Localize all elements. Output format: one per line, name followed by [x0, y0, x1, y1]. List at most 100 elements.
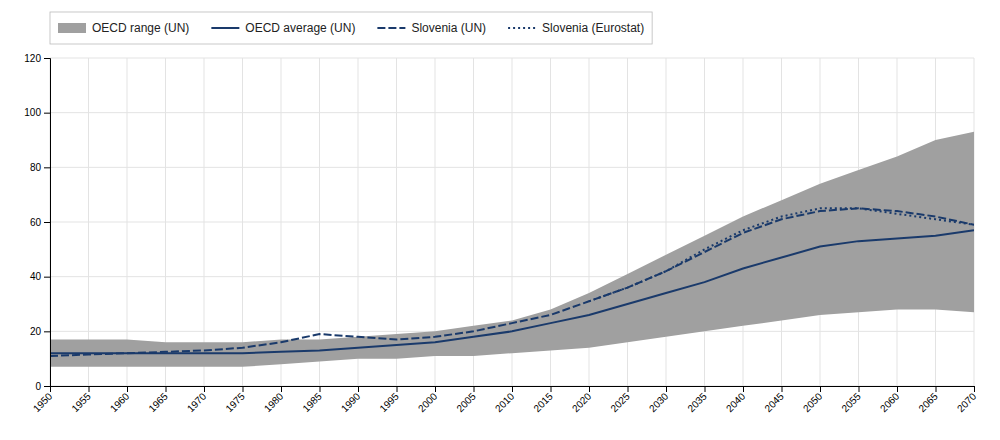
x-tick-mark	[820, 386, 821, 392]
x-tick-label: 2000	[416, 390, 440, 414]
y-tick-mark	[44, 222, 50, 223]
x-tick: 2035	[685, 386, 709, 414]
grid-line-y	[50, 112, 974, 113]
x-tick-label: 2010	[493, 390, 517, 414]
x-tick-label: 1975	[223, 390, 247, 414]
legend-swatch	[58, 23, 86, 33]
x-tick-label: 2030	[647, 390, 671, 414]
x-tick: 1985	[300, 386, 324, 414]
y-tick-label: 100	[24, 107, 41, 118]
y-tick-mark	[44, 277, 50, 278]
x-tick-mark	[358, 386, 359, 392]
series-line	[50, 230, 974, 353]
x-tick-label: 1995	[377, 390, 401, 414]
x-tick-mark	[204, 386, 205, 392]
chart-svg: 1950 1955 1960 1965 1970 1975 1980 1985 1990 1995…	[0, 0, 1000, 440]
x-axis: 1950 1955 1960 1965 1970 1975 1980 1985 1990 1995…	[31, 386, 979, 414]
x-tick: 2025	[608, 386, 632, 414]
x-tick: 2045	[762, 386, 786, 414]
x-tick-mark	[127, 386, 128, 392]
x-tick: 2070	[955, 386, 979, 414]
x-tick: 2030	[647, 386, 671, 414]
y-tick: 0	[35, 381, 50, 392]
series-line	[589, 208, 974, 301]
y-tick: 120	[24, 53, 50, 64]
y-tick-mark	[44, 331, 50, 332]
x-tick-label: 2065	[916, 390, 940, 414]
x-tick-label: 1955	[69, 390, 93, 414]
x-tick: 1950	[31, 386, 55, 414]
y-tick-mark	[44, 167, 50, 168]
legend-item: Slovenia (Eurostat)	[508, 21, 644, 35]
x-tick-label: 2020	[570, 390, 594, 414]
x-tick: 2020	[570, 386, 594, 414]
x-tick-mark	[551, 386, 552, 392]
y-tick-label: 40	[30, 271, 42, 282]
legend-frame	[50, 12, 652, 44]
x-tick: 1955	[69, 386, 93, 414]
legend-swatch	[508, 27, 536, 29]
x-tick-mark	[320, 386, 321, 392]
x-tick-mark	[897, 386, 898, 392]
x-tick: 1980	[262, 386, 286, 414]
range-area	[50, 132, 974, 367]
legend-item: OECD range (UN)	[58, 21, 189, 35]
x-tick-mark	[89, 386, 90, 392]
x-tick-mark	[166, 386, 167, 392]
plot: 1950 1955 1960 1965 1970 1975 1980 1985 1990 1995…	[24, 53, 978, 414]
legend-label: Slovenia (UN)	[411, 21, 486, 35]
x-tick-label: 2070	[955, 390, 979, 414]
x-tick-label: 1965	[146, 390, 170, 414]
x-tick: 1990	[339, 386, 363, 414]
y-axis: 0 20 40 60 80 100 120	[24, 53, 50, 392]
y-tick-label: 120	[24, 53, 41, 64]
y-tick: 20	[30, 326, 50, 337]
y-tick-label: 80	[30, 162, 42, 173]
x-tick-mark	[782, 386, 783, 392]
x-tick-mark	[666, 386, 667, 392]
y-tick: 40	[30, 271, 50, 282]
x-tick-label: 2015	[531, 390, 555, 414]
x-tick: 2055	[839, 386, 863, 414]
x-tick: 1970	[185, 386, 209, 414]
x-tick-label: 2045	[762, 390, 786, 414]
y-tick: 60	[30, 217, 50, 228]
y-axis-line	[44, 59, 51, 387]
x-tick: 1975	[223, 386, 247, 414]
legend-label: OECD average (UN)	[245, 21, 355, 35]
grid	[50, 58, 974, 386]
x-tick-label: 2025	[608, 390, 632, 414]
x-tick: 2065	[916, 386, 940, 414]
x-tick-mark	[589, 386, 590, 392]
x-tick: 2050	[801, 386, 825, 414]
legend-swatch	[377, 27, 405, 29]
x-tick: 2000	[416, 386, 440, 414]
x-tick-label: 2050	[801, 390, 825, 414]
x-tick-label: 2055	[839, 390, 863, 414]
x-tick: 2040	[724, 386, 748, 414]
y-tick: 100	[24, 107, 50, 118]
legend: OECD range (UN) OECD average (UN) Slovenia…	[50, 12, 652, 44]
y-tick-label: 0	[35, 381, 41, 392]
y-tick-label: 20	[30, 326, 42, 337]
x-tick-label: 1970	[185, 390, 209, 414]
legend-label: Slovenia (Eurostat)	[542, 21, 644, 35]
x-tick-label: 1960	[108, 390, 132, 414]
series-line	[50, 208, 974, 356]
x-tick-mark	[474, 386, 475, 392]
grid-line-y	[50, 58, 974, 59]
x-tick-mark	[243, 386, 244, 392]
x-tick-label: 1980	[262, 390, 286, 414]
x-tick-label: 2040	[724, 390, 748, 414]
legend-item: Slovenia (UN)	[377, 21, 486, 35]
legend-label: OECD range (UN)	[92, 21, 189, 35]
x-tick-mark	[435, 386, 436, 392]
x-tick: 2010	[493, 386, 517, 414]
x-tick-label: 1985	[300, 390, 324, 414]
x-tick-mark	[705, 386, 706, 392]
legend-item: OECD average (UN)	[211, 21, 355, 35]
x-tick-mark	[628, 386, 629, 392]
x-tick-mark	[397, 386, 398, 392]
y-tick: 80	[30, 162, 50, 173]
x-tick-label: 2035	[685, 390, 709, 414]
